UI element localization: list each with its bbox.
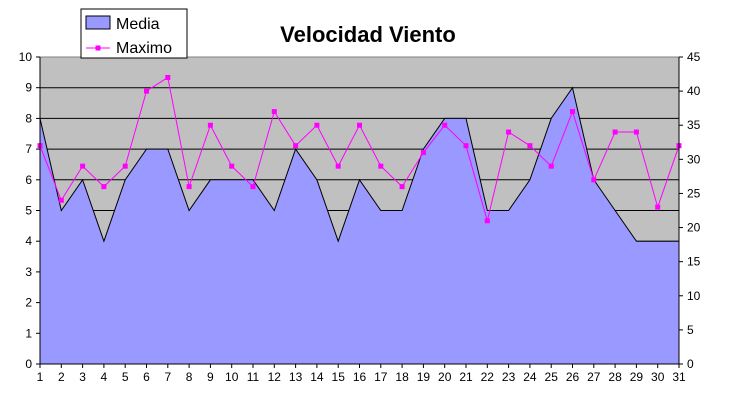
x-tick-label: 30 [651,370,665,384]
y-left-tick-label: 3 [25,265,32,279]
y-right-tick-label: 25 [687,186,701,200]
y-right-tick-label: 45 [687,50,701,64]
y-right-tick-label: 30 [687,152,701,166]
y-left-tick-label: 2 [25,296,32,310]
maximo-point [101,184,107,190]
x-tick-label: 26 [566,370,580,384]
x-tick-label: 12 [268,370,282,384]
x-tick-label: 15 [332,370,346,384]
x-tick-label: 23 [502,370,516,384]
legend-label-maximo: Maximo [116,40,172,57]
maximo-point [165,74,171,80]
x-tick-label: 1 [37,370,44,384]
x-tick-label: 8 [186,370,193,384]
x-tick-label: 21 [459,370,473,384]
x-tick-label: 20 [438,370,452,384]
x-tick-label: 4 [101,370,108,384]
y-right-tick-label: 0 [687,357,694,371]
maximo-point [293,143,299,149]
maximo-point [399,184,405,190]
maximo-point [378,163,384,169]
maximo-point [463,143,469,149]
y-right-tick-label: 5 [687,323,694,337]
y-right-tick-label: 15 [687,255,701,269]
maximo-point [527,143,533,149]
maximo-point [591,177,597,183]
maximo-point [314,122,320,128]
x-tick-label: 16 [353,370,367,384]
maximo-point [207,122,213,128]
y-axis-left: 0 1 2 3 4 5 6 7 8 9 10 [19,50,41,371]
maximo-point [633,129,639,135]
x-tick-label: 24 [523,370,537,384]
x-tick-label: 9 [207,370,214,384]
y-right-tick-label: 40 [687,84,701,98]
maximo-point [570,109,575,115]
maximo-point [250,184,256,190]
maximo-point [271,109,277,115]
maximo-point [506,129,512,135]
maximo-point [80,163,86,169]
maximo-point [655,204,661,210]
legend-label-media: Media [116,16,160,33]
legend-swatch-media [85,15,111,30]
maximo-point [612,129,618,135]
x-tick-label: 6 [143,370,150,384]
maximo-point [144,88,149,94]
legend: Media Maximo [80,8,188,59]
x-tick-label: 17 [374,370,388,384]
x-tick-label: 29 [630,370,644,384]
x-tick-label: 25 [545,370,559,384]
media-area [39,86,680,365]
y-left-tick-label: 10 [19,50,33,64]
x-tick-label: 31 [672,370,686,384]
chart-title: Velocidad Viento [280,22,456,47]
x-tick-label: 13 [289,370,303,384]
maximo-point [357,122,362,128]
y-axis-right: 0 5 10 15 20 25 30 35 40 45 [678,50,701,371]
maximo-point [442,122,448,128]
y-left-tick-label: 8 [25,111,32,125]
maximo-point [420,150,426,156]
y-left-tick-label: 4 [25,234,32,248]
x-tick-label: 3 [79,370,86,384]
y-left-tick-label: 1 [25,326,32,340]
x-tick-label: 7 [164,370,171,384]
maximo-point [484,218,490,224]
y-right-tick-label: 10 [687,289,701,303]
y-left-tick-label: 9 [25,81,32,95]
x-tick-label: 2 [58,370,65,384]
x-tick-label: 28 [608,370,622,384]
y-right-tick-label: 20 [687,221,701,235]
maximo-point [122,163,128,169]
x-tick-label: 22 [481,370,495,384]
maximo-point [548,163,554,169]
maximo-point [186,184,192,190]
x-tick-label: 14 [310,370,324,384]
x-tick-label: 18 [395,370,409,384]
y-left-tick-label: 6 [25,173,32,187]
x-tick-label: 10 [225,370,239,384]
x-axis: 1 2 3 4 5 6 7 8 9 10 11 12 13 14 15 16 17 18 19 20 21 22 23 24 2… [37,363,686,384]
legend-marker-maximo [95,45,101,51]
y-left-tick-label: 0 [25,357,32,371]
y-left-tick-label: 5 [25,204,32,218]
y-right-tick-label: 35 [687,118,701,132]
maximo-point [229,163,235,169]
y-left-tick-label: 7 [25,142,32,156]
x-tick-label: 11 [247,370,260,384]
x-tick-label: 27 [587,370,601,384]
maximo-point [335,163,341,169]
x-tick-label: 19 [417,370,431,384]
x-tick-label: 5 [122,370,129,384]
maximo-point [58,197,64,203]
